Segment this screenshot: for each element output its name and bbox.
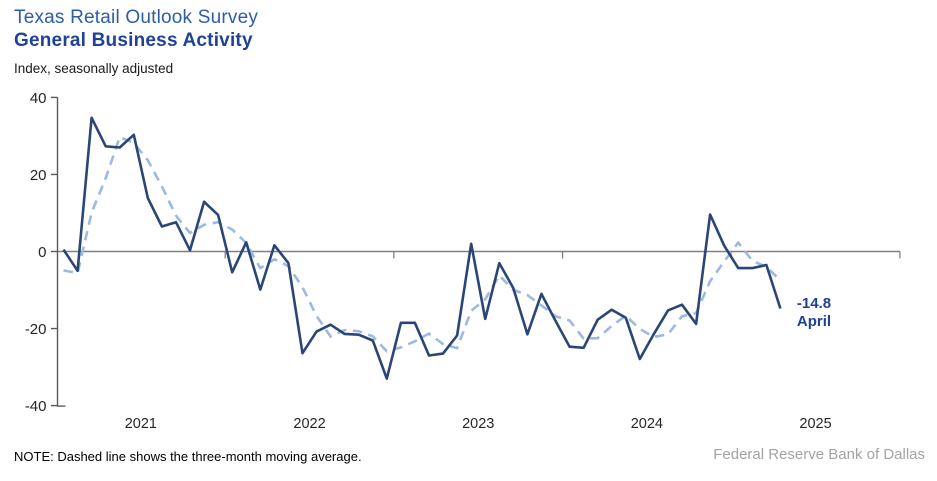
y-tick-label: 40 bbox=[30, 90, 47, 107]
x-year-label: 2025 bbox=[799, 416, 831, 432]
footnote: NOTE: Dashed line shows the three-month … bbox=[14, 449, 362, 464]
y-tick-label: -40 bbox=[25, 398, 47, 415]
source-attribution: Federal Reserve Bank of Dallas bbox=[713, 446, 925, 463]
moving-average-line bbox=[63, 135, 782, 353]
y-tick-label: 20 bbox=[30, 167, 47, 184]
y-tick-label: 0 bbox=[38, 244, 46, 261]
last-point-annotation: -14.8 April bbox=[786, 295, 842, 331]
x-year-label: 2022 bbox=[293, 416, 325, 432]
axis-units-label: Index, seasonally adjusted bbox=[14, 61, 174, 76]
x-year-label: 2024 bbox=[631, 416, 663, 432]
monthly-series-line bbox=[62, 116, 782, 380]
x-year-label: 2023 bbox=[462, 416, 494, 432]
figure-title: Texas Retail Outlook Survey bbox=[14, 7, 259, 28]
y-tick-label: -20 bbox=[25, 321, 47, 338]
last-point-value: -14.8 bbox=[796, 295, 832, 312]
last-point-month: April bbox=[796, 313, 832, 330]
x-year-label: 2021 bbox=[125, 416, 157, 432]
figure-subtitle: General Business Activity bbox=[14, 30, 253, 51]
